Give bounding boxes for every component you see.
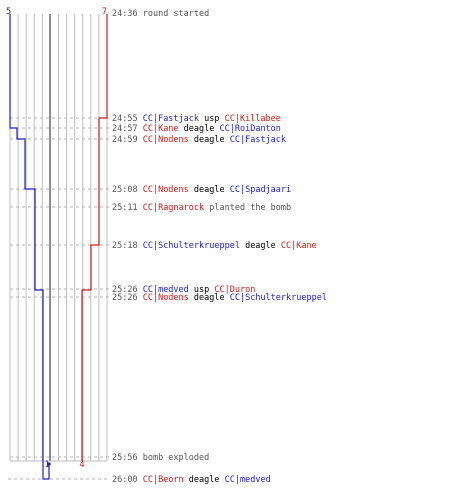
event-time: 24:55	[112, 114, 143, 124]
event-time: 25:11	[112, 203, 143, 213]
event-log: 24:36 round started 24:55 CC|Fastjack usp…	[112, 9, 327, 485]
blue-team-count-line	[9, 14, 50, 480]
weapon-name: deagle	[189, 293, 230, 303]
player-name-blue: CC|RoiDanton	[220, 124, 281, 134]
weapon-name: deagle	[179, 124, 220, 134]
player-name-red: CC|Ragnarock	[143, 203, 204, 213]
player-name-red: CC|Kane	[143, 124, 179, 134]
event-time: 24:36	[112, 9, 143, 19]
weapon-name: deagle	[184, 475, 225, 485]
event-time: 25:26	[112, 285, 143, 295]
player-name-blue: CC|Schulterkrueppel	[230, 293, 327, 303]
event-row: 24:59 CC|Nodens deagle CC|Fastjack	[112, 135, 286, 145]
end-red-count: 4	[79, 460, 84, 470]
event-time: 24:59	[112, 135, 143, 145]
start-red-count: 7	[102, 7, 107, 17]
player-name-blue: CC|Fastjack	[143, 114, 199, 124]
player-name-red: CC|Beorn	[143, 475, 184, 485]
player-grid	[9, 14, 108, 462]
event-row: 25:26 CC|Nodens deagle CC|Schulterkruepp…	[112, 293, 327, 303]
event-message: round started	[143, 9, 210, 19]
player-name-blue: CC|Schulterkrueppel	[143, 241, 240, 251]
player-name-red: CC|Nodens	[143, 135, 189, 145]
weapon-name: deagle	[189, 185, 230, 195]
event-time: 25:56	[112, 453, 143, 463]
team-count-lines	[9, 14, 108, 480]
event-row: 25:18 CC|Schulterkrueppel deagle CC|Kane	[112, 241, 317, 251]
event-time: 25:18	[112, 241, 143, 251]
player-name-red: CC|Nodens	[143, 185, 189, 195]
event-row: 24:36 round started	[112, 9, 209, 19]
event-time: 25:08	[112, 185, 143, 195]
event-row: 24:57 CC|Kane deagle CC|RoiDanton	[112, 124, 281, 134]
player-name-blue: CC|Fastjack	[230, 135, 286, 145]
event-dash-lines	[8, 117, 110, 480]
weapon-name: deagle	[240, 241, 281, 251]
event-time: 26:00	[112, 475, 143, 485]
event-row: 26:00 CC|Beorn deagle CC|medved	[112, 475, 271, 485]
event-time: 24:57	[112, 124, 143, 134]
event-row: 25:26 CC|medved usp CC|Duron	[112, 285, 255, 295]
event-row: 25:56 bomb exploded	[112, 453, 209, 463]
event-row: 25:11 CC|Ragnarock planted the bomb	[112, 203, 291, 213]
weapon-name: usp	[189, 285, 215, 295]
event-row: 24:55 CC|Fastjack usp CC|Killabee	[112, 114, 281, 124]
weapon-name: usp	[199, 114, 225, 124]
event-message: bomb exploded	[143, 453, 210, 463]
event-row: 25:08 CC|Nodens deagle CC|Spadjaari	[112, 185, 291, 195]
event-message: planted the bomb	[204, 203, 291, 213]
start-blue-count: 5	[6, 7, 11, 17]
end-blue-count: 1	[44, 460, 49, 470]
weapon-name: deagle	[189, 135, 230, 145]
player-name-red: CC|Kane	[281, 241, 317, 251]
blue-team-end-marker	[47, 462, 51, 466]
event-time: 25:26	[112, 293, 143, 303]
red-team-count-line	[81, 14, 108, 461]
player-name-red: CC|Nodens	[143, 293, 189, 303]
player-name-blue: CC|medved	[143, 285, 189, 295]
player-name-red: CC|Killabee	[225, 114, 281, 124]
player-name-red: CC|Duron	[214, 285, 255, 295]
player-name-blue: CC|medved	[225, 475, 271, 485]
player-name-blue: CC|Spadjaari	[230, 185, 291, 195]
